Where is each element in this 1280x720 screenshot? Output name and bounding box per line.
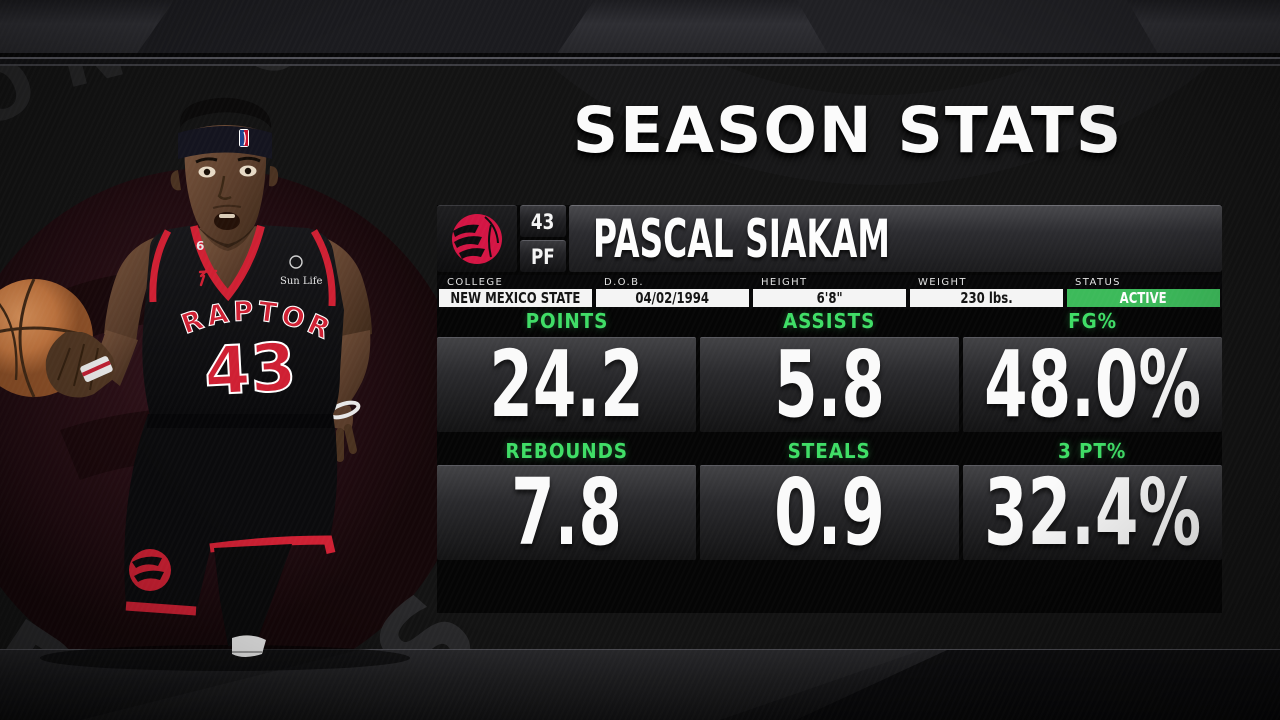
bio-value-height: 6'8" (753, 289, 906, 307)
stat-value-steals: 0.9 (700, 465, 959, 560)
sponsor-label: Sun Life (280, 276, 322, 287)
raptors-claw-icon (129, 549, 171, 591)
bio-label-height: HEIGHT (761, 277, 808, 288)
stat-label-rebounds: REBOUNDS (505, 439, 628, 463)
stat-value-row-1: 24.2 5.8 48.0% (437, 337, 1222, 432)
player-shorts (124, 414, 338, 616)
bio-value-weight: 230 lbs. (910, 289, 1063, 307)
stat-label-steals: STEALS (787, 439, 872, 463)
stat-label-assists: ASSISTS (783, 309, 876, 333)
status-badge: ACTIVE (1067, 289, 1220, 307)
position-cell: PF (520, 240, 566, 272)
stat-value-row-2: 7.8 0.9 32.4% (437, 465, 1222, 560)
stat-value-assists: 5.8 (700, 337, 959, 432)
raptors-logo-icon (452, 214, 502, 264)
page-title: SEASON STATS (572, 94, 1124, 167)
team-logo-plate (437, 205, 517, 272)
sunlife-logo-icon: Sun Life (280, 255, 322, 287)
player-name: PASCAL SIAKAM (593, 208, 891, 270)
top-letterbox (0, 0, 1280, 53)
stat-label-points: POINTS (525, 309, 608, 333)
stat-value-points: 24.2 (437, 337, 696, 432)
player-head (170, 97, 279, 251)
jersey-number-cell: 43 (520, 205, 566, 237)
stat-label-row-2: REBOUNDS STEALS 3 PT% (437, 439, 1222, 463)
bio-bar: COLLEGE D.O.B. HEIGHT WEIGHT STATUS NEW … (437, 275, 1222, 309)
bio-label-college: COLLEGE (447, 277, 504, 288)
nba-logo-icon (239, 129, 249, 147)
stat-value-3pt: 32.4% (963, 465, 1222, 560)
bio-label-status: STATUS (1075, 277, 1121, 288)
jumpman-logo-icon (198, 263, 218, 287)
player-leg (214, 544, 292, 657)
bio-label-weight: WEIGHT (918, 277, 967, 288)
bio-value-dob: 04/02/1994 (596, 289, 749, 307)
stat-label-row-1: POINTS ASSISTS FG% (437, 309, 1222, 333)
stat-value-fg: 48.0% (963, 337, 1222, 432)
stat-label-3pt: 3 PT% (1058, 439, 1127, 463)
stats-card: 43 PF PASCAL SIAKAM COLLEGE D.O.B. HEIGH… (437, 205, 1222, 613)
collar-number: 6 (196, 239, 204, 253)
bio-label-dob: D.O.B. (604, 277, 644, 288)
bio-value-college: NEW MEXICO STATE (439, 289, 592, 307)
stat-label-fg: FG% (1068, 309, 1117, 333)
number-position-plate: 43 PF (520, 205, 566, 272)
stat-value-rebounds: 7.8 (437, 465, 696, 560)
jersey-number: 43 (202, 329, 298, 411)
background-arc-shape (484, 0, 1276, 185)
player-photo: 6 Sun Life RAPTORS 43 (0, 0, 410, 671)
player-name-bar: 43 PF PASCAL SIAKAM (437, 205, 1222, 272)
player-name-plate: PASCAL SIAKAM (569, 205, 1222, 272)
